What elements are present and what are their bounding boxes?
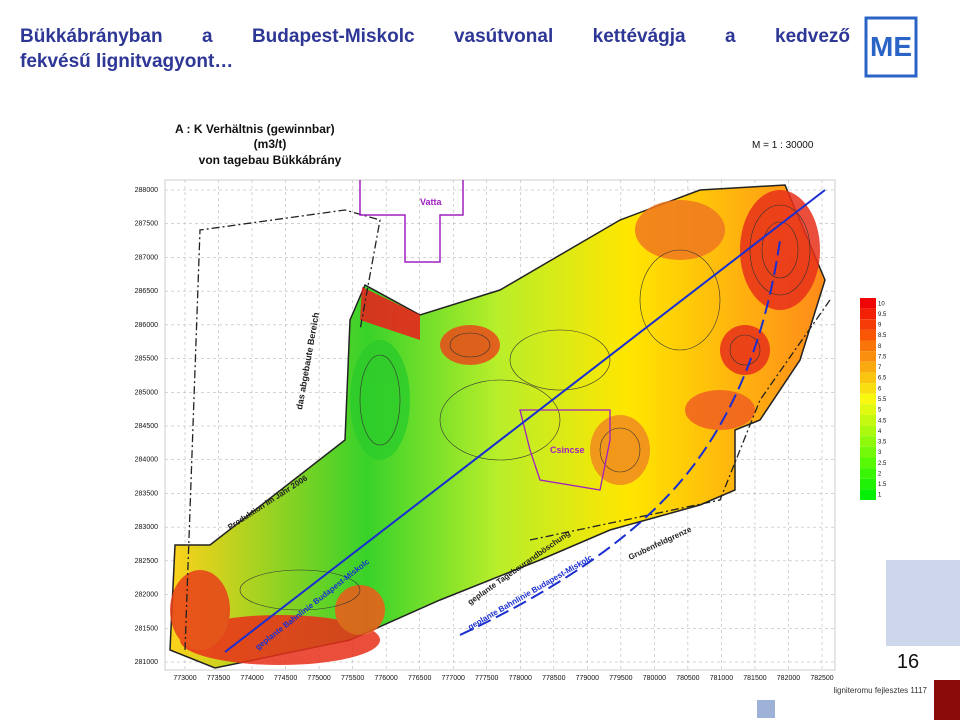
- map-title: A : K Verhältnis (gewinnbar): [175, 122, 335, 136]
- deco-block: [757, 700, 775, 718]
- map-title: von tagebau Bükkábrány: [199, 153, 342, 167]
- deco-block: [934, 680, 960, 720]
- legend-label: 9.5: [878, 312, 887, 318]
- legend-label: 8: [878, 344, 882, 350]
- deposit-area: [169, 184, 826, 669]
- svg-text:ME: ME: [870, 31, 912, 62]
- y-axis-label: 284000: [135, 457, 158, 464]
- legend-label: 2: [878, 471, 882, 477]
- legend-label: 1.5: [878, 482, 887, 488]
- place-label: Csincse: [550, 445, 585, 455]
- csincse-boundary: [519, 409, 611, 491]
- x-axis-label: 775000: [307, 675, 330, 682]
- legend-swatch: [860, 308, 876, 320]
- logo: ME: [864, 16, 918, 78]
- boundaries: [184, 209, 831, 651]
- x-axis-label: 782000: [777, 675, 800, 682]
- x-axis-label: 776500: [408, 675, 431, 682]
- deco-block: [886, 560, 960, 646]
- y-axis-label: 287500: [135, 221, 158, 228]
- x-axis-label: 777000: [442, 675, 465, 682]
- legend-swatch: [860, 298, 876, 309]
- legend-swatch: [860, 489, 876, 500]
- legend-swatch: [860, 340, 876, 352]
- y-axis-label: 283000: [135, 524, 158, 531]
- x-axis-label: 781500: [743, 675, 766, 682]
- map-scale: M = 1 : 30000: [752, 140, 814, 151]
- legend-label: 8.5: [878, 333, 887, 339]
- x-axis-label: 781000: [710, 675, 733, 682]
- legend-swatch: [860, 404, 876, 415]
- legend-swatch: [860, 351, 876, 362]
- legend-swatch: [860, 468, 876, 479]
- legend-label: 9: [878, 323, 882, 329]
- legend-label: 6: [878, 386, 882, 392]
- legend-swatch: [860, 393, 876, 405]
- legend-swatch: [860, 436, 876, 447]
- y-axis-label: 282500: [135, 558, 158, 565]
- contours: [239, 204, 811, 611]
- map-title: (m3/t): [254, 137, 287, 151]
- slide-title: Bükkábrányban a Budapest-Miskolc vasútvo…: [20, 24, 850, 74]
- vatta-boundary: [359, 180, 464, 263]
- legend-label: 5: [878, 408, 882, 414]
- x-axis-label: 779500: [609, 675, 632, 682]
- y-axis-label: 284500: [135, 423, 158, 430]
- x-axis-label: 773500: [207, 675, 230, 682]
- x-axis-label: 778500: [542, 675, 565, 682]
- y-axis-label: 281500: [135, 625, 158, 632]
- x-axis-label: 773000: [173, 675, 196, 682]
- legend-swatch: [860, 425, 876, 437]
- legend-label: 7.5: [878, 354, 887, 360]
- y-axis-label: 285000: [135, 389, 158, 396]
- x-axis-label: 782500: [810, 675, 833, 682]
- y-axis-label: 282000: [135, 592, 158, 599]
- hot-spots: [170, 190, 820, 665]
- legend-label: 3: [878, 450, 882, 456]
- legend-label: 10: [878, 301, 885, 307]
- page-number: 16: [897, 651, 919, 673]
- legend-label: 2.5: [878, 461, 887, 467]
- x-axis-label: 779000: [576, 675, 599, 682]
- y-axis-label: 283500: [135, 490, 158, 497]
- legend-swatch: [860, 383, 876, 394]
- y-axis-label: 286500: [135, 288, 158, 295]
- x-axis-label: 776000: [374, 675, 397, 682]
- legend-label: 3.5: [878, 440, 887, 446]
- y-axis-label: 286000: [135, 322, 158, 329]
- legend-swatch: [860, 319, 876, 330]
- y-axis-label: 288000: [135, 187, 158, 194]
- legend-swatch: [860, 457, 876, 469]
- title-line: fekvésű lignitvagyont…: [20, 51, 234, 72]
- legend-swatch: [860, 361, 876, 373]
- legend-label: 4: [878, 429, 882, 435]
- footer-note: ligniteromu fejlesztes 1117: [833, 686, 927, 695]
- place-label: Vatta: [420, 197, 443, 207]
- planned-railway: [459, 239, 781, 636]
- x-axis-label: 778000: [509, 675, 532, 682]
- title-line: Bükkábrányban a Budapest-Miskolc vasútvo…: [20, 26, 850, 47]
- x-axis-label: 774000: [240, 675, 263, 682]
- legend-swatch: [860, 414, 876, 426]
- y-axis-label: 285500: [135, 356, 158, 363]
- legend-label: 5.5: [878, 397, 887, 403]
- legend-swatch: [860, 329, 876, 341]
- x-axis-label: 775500: [341, 675, 364, 682]
- y-axis-label: 281000: [135, 659, 158, 666]
- legend-label: 6.5: [878, 376, 887, 382]
- legend-label: 1: [878, 493, 882, 499]
- legend-label: 4.5: [878, 418, 887, 424]
- y-axis-label: 287000: [135, 254, 158, 261]
- legend-swatch: [860, 478, 876, 490]
- x-axis-label: 777500: [475, 675, 498, 682]
- legend-swatch: [860, 372, 876, 384]
- railway: [224, 189, 826, 653]
- legend-swatch: [860, 446, 876, 458]
- legend-label: 7: [878, 365, 882, 371]
- x-axis-label: 780000: [643, 675, 666, 682]
- x-axis-label: 774500: [274, 675, 297, 682]
- x-axis-label: 780500: [676, 675, 699, 682]
